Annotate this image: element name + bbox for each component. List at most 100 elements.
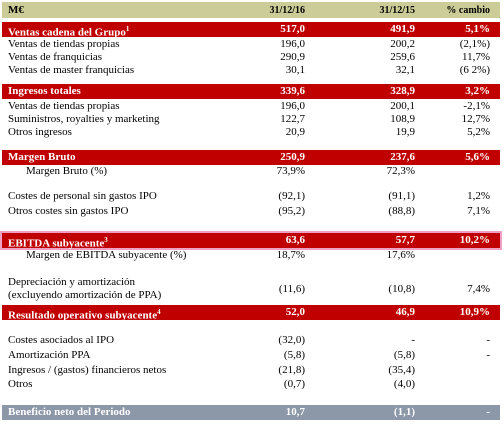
row-label: Depreciación y amortización (excluyendo a… xyxy=(8,276,161,302)
value-cell: 12,7% xyxy=(461,113,490,125)
value-cell: 200,2 xyxy=(390,38,415,50)
value-cell: (21,8) xyxy=(278,364,305,376)
value-cell: 5,2% xyxy=(467,126,490,138)
row-label-text: Margen Bruto (%) xyxy=(26,165,108,177)
row-label: Ventas cadena del Grupo1 xyxy=(8,23,129,40)
section-row: Ventas cadena del Grupo1 517,0 491,9 5,1% xyxy=(2,22,500,40)
table-row: Margen Bruto (%) 73,9% 72,3% xyxy=(2,165,500,178)
value-cell: 5,1% xyxy=(465,23,490,35)
value-cell: 57,7 xyxy=(395,234,415,246)
row-label-text: Ingresos totales xyxy=(8,85,81,97)
value-cell: 517,0 xyxy=(280,23,305,35)
row-label: Ingresos / (gastos) financieros netos xyxy=(8,364,166,377)
value-cell: 52,0 xyxy=(285,306,305,318)
table-row: Depreciación y amortización (excluyendo a… xyxy=(2,276,500,304)
value-cell: 32,1 xyxy=(395,64,415,76)
table-row: Ventas de tiendas propias 196,0 200,2 (2,1%… xyxy=(2,38,500,51)
section-row: Margen Bruto 250,9 237,6 5,6% xyxy=(2,150,500,165)
value-cell: 73,9% xyxy=(276,165,305,177)
row-label: Ingresos totales xyxy=(8,85,81,98)
header-cell: M€ xyxy=(8,4,24,16)
value-cell: (11,6) xyxy=(278,283,305,295)
table-row: Suministros, royalties y marketing 122,7 1… xyxy=(2,113,500,126)
table-row: Amortización PPA (5,8) (5,8) - xyxy=(2,349,500,362)
row-label-text: Beneficio neto del Periodo xyxy=(8,406,131,418)
value-cell: (35,4) xyxy=(388,364,415,376)
value-cell: - xyxy=(411,334,415,346)
value-cell: 10,2% xyxy=(459,234,490,246)
row-label-text: Resultado operativo subyacente xyxy=(8,309,158,322)
row-label-text: Margen Bruto xyxy=(8,151,76,163)
row-label-text: Ventas de tiendas propias xyxy=(8,100,120,112)
value-cell: (2,1%) xyxy=(459,38,490,50)
value-cell: 10,7 xyxy=(285,406,305,418)
table-row: Costes asociados al IPO (32,0) - - xyxy=(2,334,500,347)
value-cell: 7,1% xyxy=(467,205,490,217)
row-label: EBITDA subyacente3 xyxy=(8,234,108,251)
value-cell: - xyxy=(486,349,490,361)
value-cell: (88,8) xyxy=(388,205,415,217)
row-label-text: Amortización PPA xyxy=(8,349,91,361)
value-cell: 18,7% xyxy=(276,249,305,261)
row-label: Ventas de tiendas propias xyxy=(8,100,120,113)
row-label-text: Costes de personal sin gastos IPO xyxy=(8,190,157,202)
value-cell: 17,6% xyxy=(386,249,415,261)
value-cell: 19,9 xyxy=(395,126,415,138)
row-label-line: (excluyendo amortización de PPA) xyxy=(8,289,162,301)
row-label: Resultado operativo subyacente4 xyxy=(8,306,161,323)
row-label-text: EBITDA subyacente xyxy=(8,237,105,250)
value-cell: 1,2% xyxy=(467,190,490,202)
row-label-text: Ventas de franquicias xyxy=(8,51,103,63)
row-label: Costes de personal sin gastos IPO xyxy=(8,190,157,203)
row-label-text: Ventas cadena del Grupo xyxy=(8,26,126,39)
row-label-text: Ventas de tiendas propias xyxy=(8,38,120,50)
row-label: Suministros, royalties y marketing xyxy=(8,113,160,126)
section-row: Ingresos totales 339,6 328,9 3,2% xyxy=(2,84,500,99)
row-label-text: Otros xyxy=(8,378,33,390)
row-label: Amortización PPA xyxy=(8,349,90,362)
value-cell: 196,0 xyxy=(280,38,305,50)
value-cell: (5,8) xyxy=(283,349,305,361)
footnote-mark: 4 xyxy=(157,308,161,316)
value-cell: 10,9% xyxy=(459,306,490,318)
value-cell: 250,9 xyxy=(280,151,305,163)
value-cell: -2,1% xyxy=(463,100,490,112)
value-cell: (92,1) xyxy=(278,190,305,202)
row-label-text: Costes asociados al IPO xyxy=(8,334,115,346)
value-cell: 339,6 xyxy=(280,85,305,97)
table-row: Otros ingresos 20,9 19,9 5,2% xyxy=(2,126,500,139)
table-row: Ventas de franquicias 290,9 259,6 11,7% xyxy=(2,51,500,64)
value-cell: (6 2%) xyxy=(459,64,490,76)
row-label: Otros xyxy=(8,378,32,391)
table-row: Ingresos / (gastos) financieros netos (21… xyxy=(2,364,500,377)
row-label: Otros ingresos xyxy=(8,126,72,139)
row-label-text: Otros costes sin gastos IPO xyxy=(8,205,129,217)
value-cell: 290,9 xyxy=(280,51,305,63)
table-row: Otros (0,7) (4,0) xyxy=(2,378,500,391)
row-label-text: Ventas de master franquicias xyxy=(8,64,135,76)
row-label: Margen de EBITDA subyacente (%) xyxy=(26,249,186,262)
row-label: Beneficio neto del Periodo xyxy=(8,406,131,419)
table-row: Margen de EBITDA subyacente (%) 18,7% 17,6… xyxy=(2,249,500,262)
table-row: Ventas de master franquicias 30,1 32,1 (6 2… xyxy=(2,64,500,77)
value-cell: - xyxy=(486,406,490,418)
row-label: Ventas de franquicias xyxy=(8,51,102,64)
value-cell: 72,3% xyxy=(386,165,415,177)
section-row: Beneficio neto del Periodo 10,7 (1,1) - xyxy=(2,405,500,420)
row-label: Otros costes sin gastos IPO xyxy=(8,205,128,218)
header-cell: % cambio xyxy=(446,5,490,16)
row-label-text: Otros ingresos xyxy=(8,126,72,138)
value-cell: 7,4% xyxy=(467,283,490,295)
value-cell: 122,7 xyxy=(280,113,305,125)
value-cell: 20,9 xyxy=(285,126,305,138)
footnote-mark: 1 xyxy=(125,25,130,33)
value-cell: (5,8) xyxy=(393,349,415,361)
row-label: Costes asociados al IPO xyxy=(8,334,114,347)
row-label: Ventas de tiendas propias xyxy=(8,38,120,51)
value-cell: (95,2) xyxy=(278,205,305,217)
row-label-text: Suministros, royalties y marketing xyxy=(8,113,160,125)
row-label-text: Margen de EBITDA subyacente (%) xyxy=(26,249,187,261)
value-cell: (91,1) xyxy=(388,190,415,202)
value-cell: (0,7) xyxy=(283,378,305,390)
